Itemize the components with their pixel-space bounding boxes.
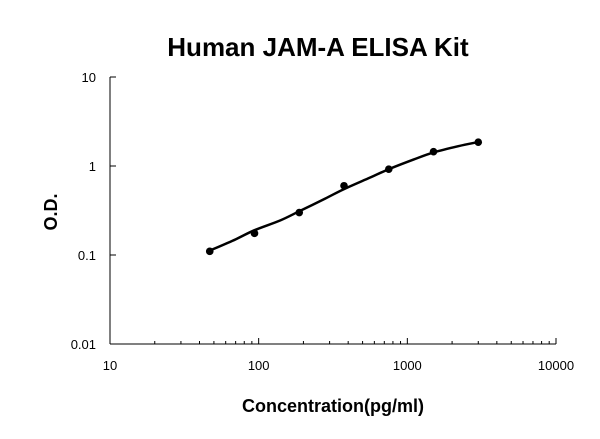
x-tick-label: 1000 [393, 358, 422, 373]
y-tick-label: 1 [89, 159, 96, 174]
plot-marks [205, 138, 483, 256]
x-axis-label: Concentration(pg/ml) [242, 396, 424, 416]
data-point [250, 229, 259, 238]
x-tick-label: 10000 [538, 358, 574, 373]
data-point [429, 147, 438, 156]
y-tick-label: 10 [82, 70, 96, 85]
y-tick-label: 0.1 [78, 248, 96, 263]
fit-curve [208, 140, 480, 252]
data-point [205, 247, 214, 256]
data-point [384, 165, 393, 174]
data-point [340, 181, 348, 190]
axes [109, 76, 557, 345]
data-point [474, 138, 483, 147]
x-tick-label: 10 [103, 358, 117, 373]
y-tick-label: 0.01 [71, 337, 96, 352]
x-tick-labels: 10 100 1000 10000 [103, 358, 574, 373]
data-point [295, 208, 304, 217]
x-tick-label: 100 [248, 358, 270, 373]
y-axis-label: O.D. [41, 193, 61, 230]
chart-title: Human JAM-A ELISA Kit [167, 32, 469, 62]
y-tick-labels: 0.01 0.1 1 10 [71, 70, 96, 352]
